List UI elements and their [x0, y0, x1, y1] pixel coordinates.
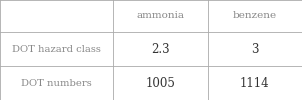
Text: DOT hazard class: DOT hazard class — [12, 44, 101, 54]
Text: benzene: benzene — [233, 12, 277, 20]
Text: ammonia: ammonia — [137, 12, 185, 20]
Text: 2.3: 2.3 — [151, 42, 170, 56]
Text: DOT numbers: DOT numbers — [21, 78, 92, 88]
Text: 1005: 1005 — [146, 76, 175, 90]
Text: 3: 3 — [251, 42, 259, 56]
Text: 1114: 1114 — [240, 76, 270, 90]
